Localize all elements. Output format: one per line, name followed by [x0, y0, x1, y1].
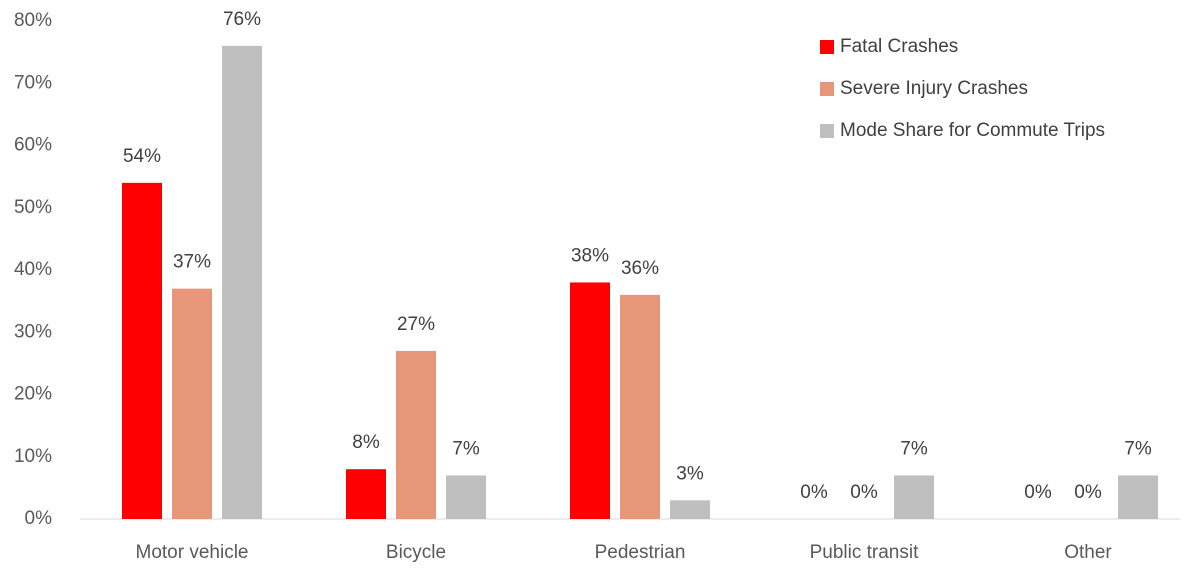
bar [670, 500, 710, 519]
value-label: 0% [800, 482, 828, 503]
value-label: 8% [352, 432, 380, 453]
bar [1118, 475, 1158, 519]
y-tick-label: 20% [14, 384, 52, 405]
value-label: 76% [223, 9, 261, 30]
legend-swatch [820, 82, 834, 96]
bar [894, 475, 934, 519]
x-tick-label: Public transit [810, 542, 919, 563]
value-label: 7% [1124, 438, 1152, 459]
y-tick-label: 70% [14, 72, 52, 93]
y-tick-label: 80% [14, 10, 52, 31]
bar [396, 350, 436, 519]
y-tick-label: 60% [14, 135, 52, 156]
value-label: 54% [123, 146, 161, 167]
value-label: 27% [397, 314, 435, 335]
x-tick-label: Motor vehicle [136, 542, 249, 563]
value-label: 0% [850, 482, 878, 503]
legend-swatch [820, 40, 834, 54]
value-label: 7% [452, 438, 480, 459]
legend-label: Fatal Crashes [840, 36, 958, 57]
bar [172, 288, 212, 519]
y-tick-label: 40% [14, 259, 52, 280]
value-label: 37% [173, 252, 211, 273]
value-label: 0% [1074, 482, 1102, 503]
value-label: 38% [571, 245, 609, 266]
bar [346, 469, 386, 519]
bar [446, 475, 486, 519]
legend-swatch [820, 124, 834, 138]
legend-label: Mode Share for Commute Trips [840, 120, 1105, 141]
value-label: 0% [1024, 482, 1052, 503]
bar [570, 282, 610, 519]
value-label: 3% [676, 463, 704, 484]
y-tick-label: 50% [14, 197, 52, 218]
value-label: 36% [621, 258, 659, 279]
y-tick-label: 30% [14, 321, 52, 342]
legend-label: Severe Injury Crashes [840, 78, 1028, 99]
y-tick-label: 0% [25, 508, 53, 529]
value-label: 7% [900, 438, 928, 459]
bar [222, 45, 262, 520]
bar [620, 294, 660, 519]
x-tick-label: Bicycle [386, 542, 446, 563]
x-tick-label: Pedestrian [595, 542, 686, 563]
y-tick-label: 10% [14, 446, 52, 467]
x-tick-label: Other [1064, 542, 1112, 563]
bar [122, 182, 162, 519]
